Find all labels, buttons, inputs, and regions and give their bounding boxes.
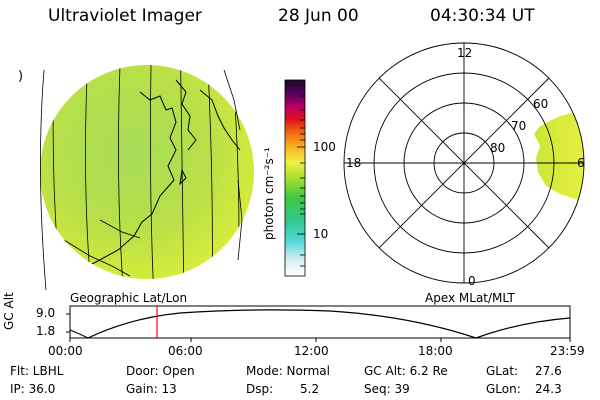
apex-label: Apex MLat/MLT — [425, 291, 515, 305]
colorbar-tick-10: 10 — [313, 227, 329, 241]
auroral-oval-segment — [534, 108, 584, 206]
door-label: Door: Open — [126, 364, 195, 378]
altitude-ytick-low: 1.8 — [36, 324, 56, 338]
polar-lat-70: 70 — [511, 119, 527, 133]
polar-label-12: 12 — [457, 46, 473, 60]
time-tick-0000: 00:00 — [48, 344, 83, 358]
dsp-label: Dsp: — [246, 382, 274, 396]
altitude-curve — [69, 309, 571, 339]
colorbar-unit-label: photon cm⁻²s⁻¹ — [262, 147, 276, 240]
polar-label-0: 0 — [468, 274, 476, 288]
gc-alt-label: GC Alt: 6.2 Re — [364, 364, 448, 378]
date-label: 28 Jun 00 — [278, 6, 359, 26]
polar-lat-80: 80 — [490, 141, 506, 155]
glat-label: GLat: — [486, 364, 519, 378]
instrument-title: Ultraviolet Imager — [48, 6, 202, 26]
time-tick-1800: 18:00 — [418, 344, 453, 358]
altitude-ylabel: GC Alt — [2, 292, 16, 330]
earth-disk-image — [40, 65, 254, 291]
glon-label: GLon: — [486, 382, 521, 396]
flight-label: Flt: LBHL — [10, 364, 64, 378]
time-tick-0600: 06:00 — [168, 344, 203, 358]
glon-value: 24.3 — [535, 382, 562, 396]
mode-label: Mode: Normal — [246, 364, 330, 378]
polar-label-18: 18 — [346, 156, 362, 170]
ip-label: IP: 36.0 — [10, 382, 56, 396]
time-label: 04:30:34 UT — [430, 6, 535, 26]
altitude-plot — [66, 305, 571, 342]
polar-lat-60: 60 — [533, 97, 549, 111]
colorbar — [284, 79, 306, 277]
seq-label: Seq: 39 — [364, 382, 410, 396]
glat-value: 27.6 — [535, 364, 562, 378]
polar-label-6: 6 — [577, 156, 585, 170]
geographic-label: Geographic Lat/Lon — [70, 291, 188, 305]
altitude-ytick-high: 9.0 — [36, 306, 56, 320]
paren-mark: ) — [18, 69, 23, 84]
colorbar-tick-100: 100 — [313, 140, 336, 154]
gain-label: Gain: 13 — [126, 382, 177, 396]
dsp-value: 5.2 — [300, 382, 320, 396]
polar-plot — [343, 42, 585, 284]
time-tick-2359: 23:59 — [550, 344, 585, 358]
time-tick-1200: 12:00 — [294, 344, 329, 358]
